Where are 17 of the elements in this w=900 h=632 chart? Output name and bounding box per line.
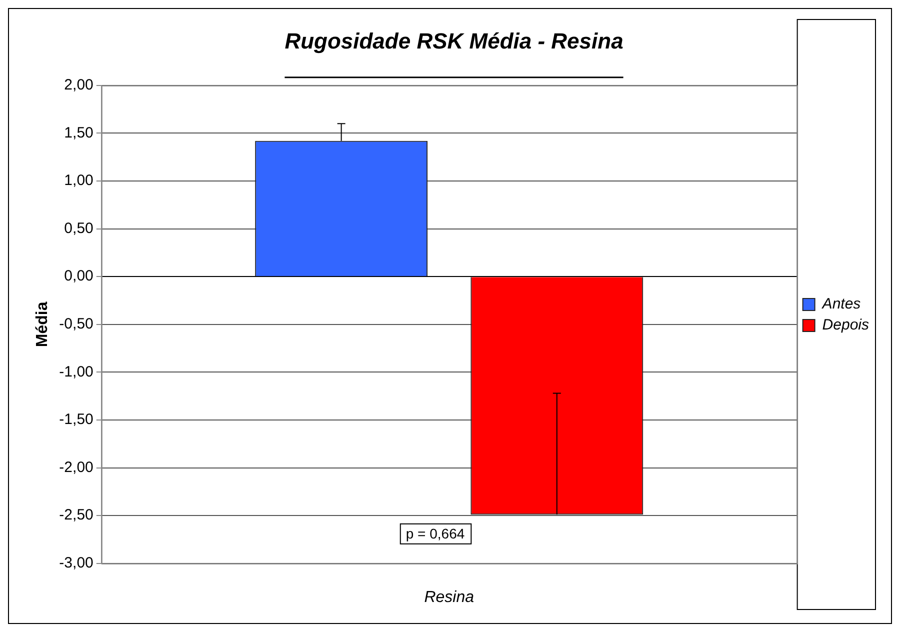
y-tick-label: -2,50 — [59, 506, 94, 524]
x-axis-title: Resina — [424, 588, 474, 606]
y-tick-label: 0,00 — [64, 268, 94, 285]
chart-title: Rugosidade RSK Média - Resina — [284, 28, 624, 54]
y-tick-label: 1,00 — [64, 172, 94, 190]
legend-label: Depois — [822, 316, 870, 334]
annotation: p = 0,664 — [406, 525, 465, 542]
y-tick-label: -1,00 — [59, 363, 94, 380]
y-tick-label: 0,50 — [64, 220, 94, 237]
y-tick-label: 2,00 — [64, 76, 94, 94]
y-tick-label: -3,00 — [59, 554, 94, 572]
y-tick-label: -0,50 — [59, 316, 94, 333]
y-tick-label: -1,50 — [59, 411, 94, 428]
y-tick-label: 1,50 — [64, 124, 94, 142]
y-axis-title: Média — [34, 302, 52, 348]
legend-label: Antes — [821, 296, 862, 313]
y-tick-label: -2,00 — [59, 458, 94, 476]
